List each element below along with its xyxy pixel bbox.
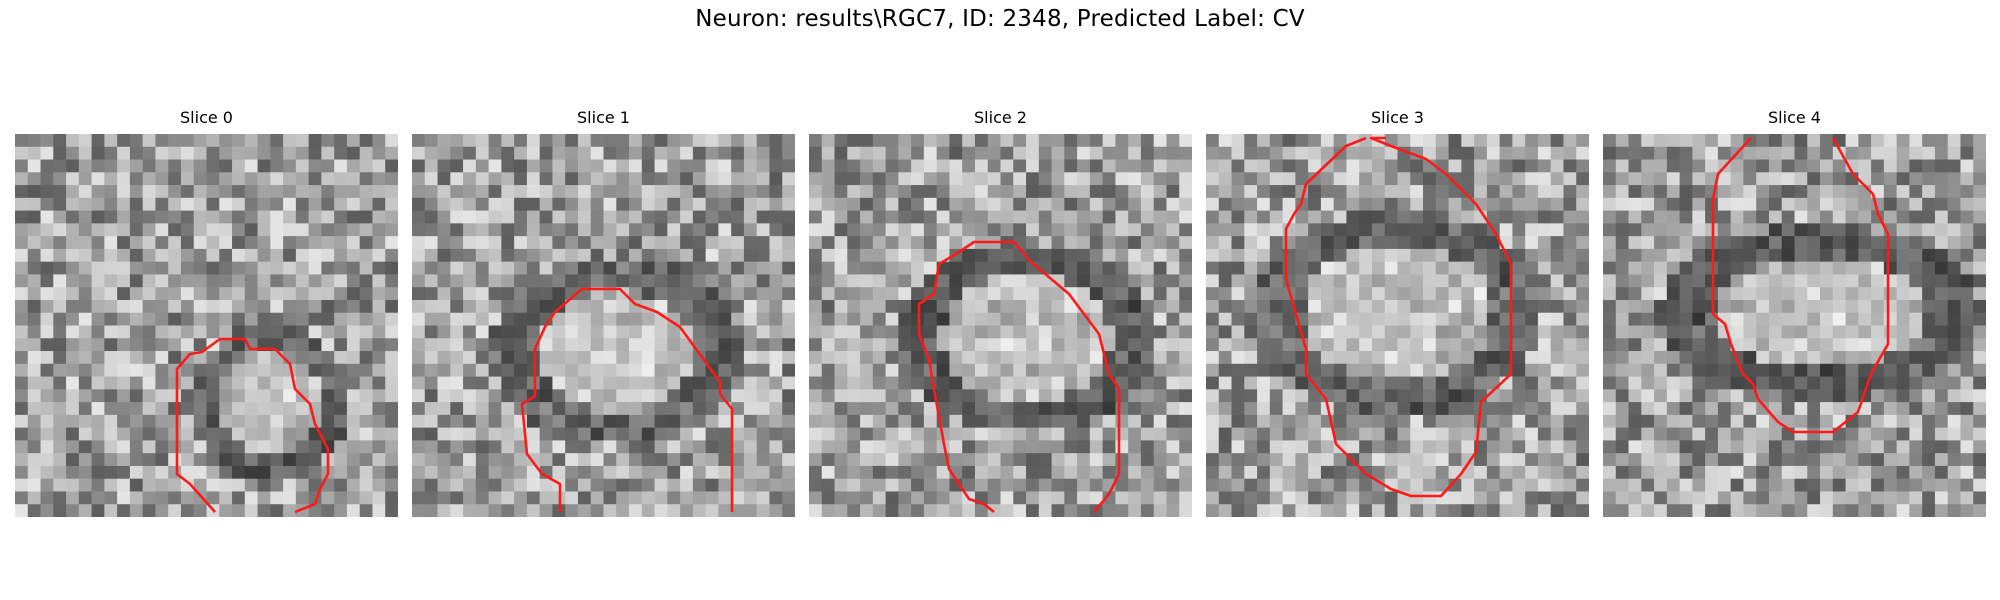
slice-image-3 — [1206, 134, 1589, 517]
slice-title: Slice 0 — [180, 108, 233, 127]
cell-contour — [1711, 137, 1890, 434]
slice-image-0 — [15, 134, 398, 517]
cell-contour — [520, 287, 734, 512]
cell-contour — [917, 240, 1121, 514]
cell-contour — [1284, 136, 1513, 498]
slice-title: Slice 1 — [577, 108, 630, 127]
cell-contour — [175, 337, 330, 514]
slice-image-2 — [809, 134, 1192, 517]
slice-title: Slice 3 — [1371, 108, 1424, 127]
slice-image-1 — [412, 134, 795, 517]
slice-title: Slice 2 — [974, 108, 1027, 127]
slice-title: Slice 4 — [1768, 108, 1821, 127]
figure-title: Neuron: results\RGC7, ID: 2348, Predicte… — [695, 6, 1305, 32]
slice-image-4 — [1603, 134, 1986, 517]
